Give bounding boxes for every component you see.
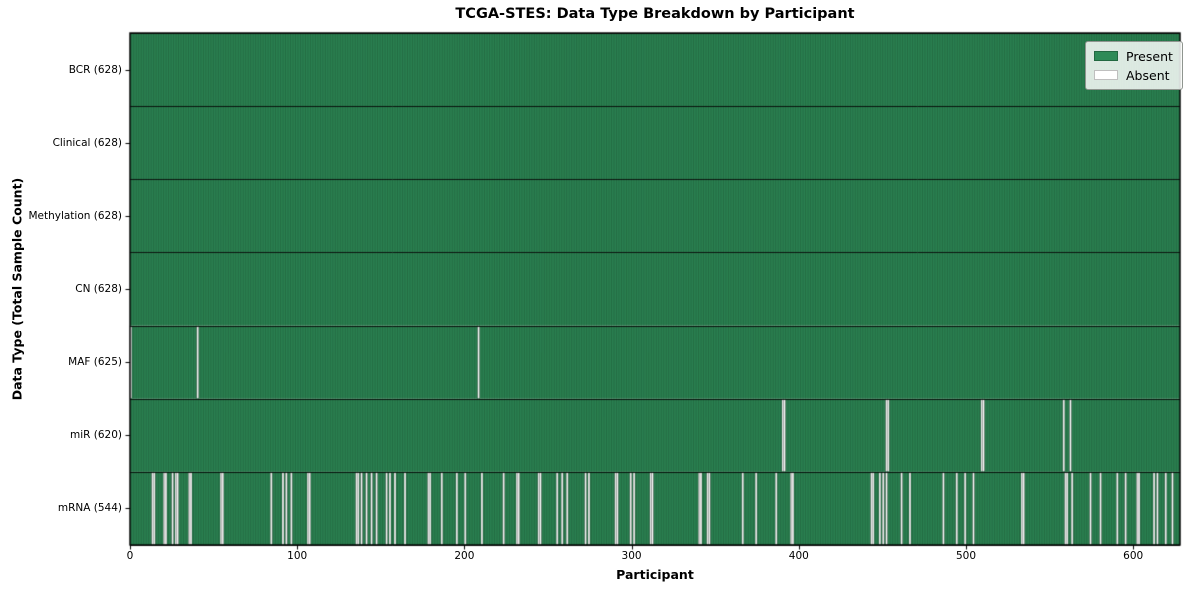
- x-axis-label: Participant: [616, 567, 694, 582]
- y-tick-label-mRNA: mRNA (544): [57, 502, 122, 515]
- y-tick-label-CN: CN (628): [75, 283, 122, 295]
- x-tick-label-100: 100: [287, 550, 308, 562]
- legend-entry-present: Present: [1094, 48, 1173, 64]
- x-tick-label-400: 400: [788, 550, 809, 562]
- x-tick-label-0: 0: [126, 550, 134, 562]
- y-tick-label-Clinical: Clinical (628): [52, 136, 122, 149]
- x-tick-label-600: 600: [1123, 550, 1144, 562]
- present-swatch: [1094, 51, 1118, 61]
- y-axis-label: Data Type (Total Sample Count): [9, 177, 25, 401]
- legend: Present Absent: [1085, 41, 1183, 90]
- legend-label-absent: Absent: [1126, 67, 1170, 83]
- x-tick-label-300: 300: [621, 550, 642, 562]
- x-tick-label-200: 200: [454, 550, 475, 562]
- y-tick-label-BCR: BCR (628): [68, 63, 122, 76]
- y-tick-label-miR: miR (620): [69, 429, 122, 442]
- legend-entry-absent: Absent: [1094, 67, 1173, 83]
- y-tick-label-Methylation: Methylation (628): [28, 209, 122, 222]
- x-tick-label-500: 500: [955, 550, 977, 562]
- y-tick-label-MAF: MAF (625): [68, 356, 122, 369]
- absent-swatch: [1094, 70, 1118, 80]
- legend-label-present: Present: [1126, 48, 1173, 64]
